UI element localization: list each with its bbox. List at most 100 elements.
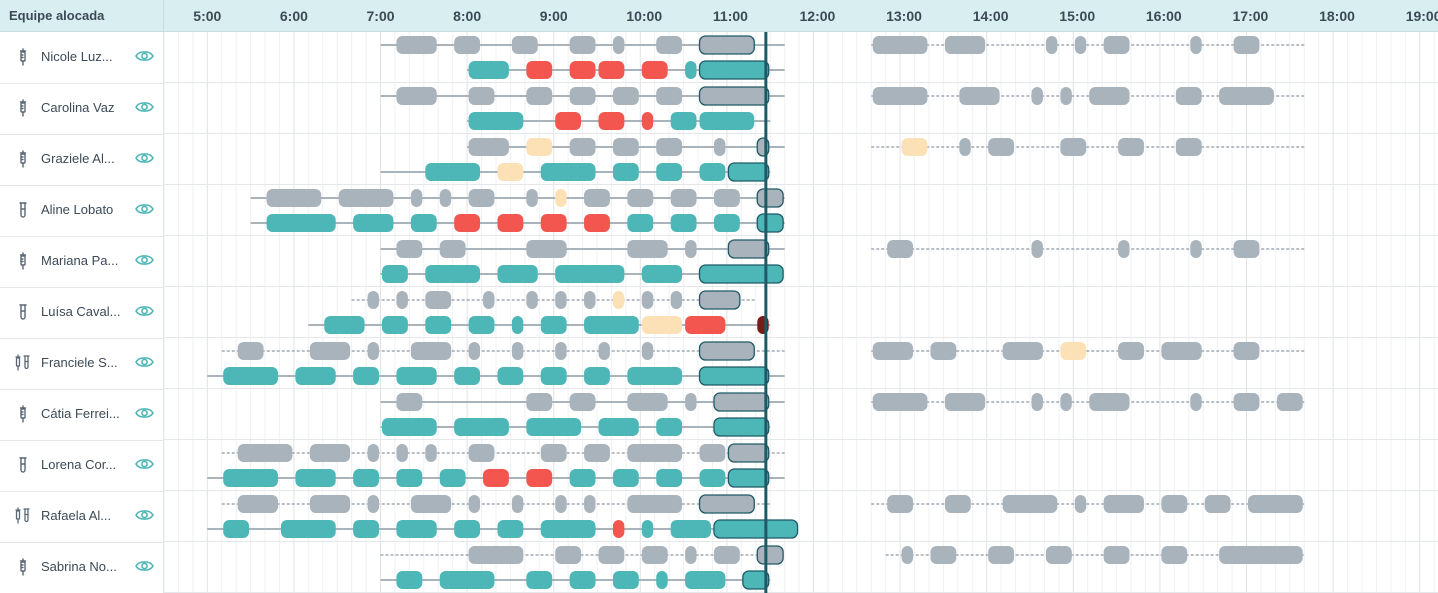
appointment-block xyxy=(872,342,914,360)
team-member-name: Luísa Caval... xyxy=(41,304,121,319)
appointment-block xyxy=(699,469,726,487)
single-syringe-icon xyxy=(13,47,33,67)
eye-icon[interactable] xyxy=(135,508,154,522)
team-member-row: Sabrina No... xyxy=(0,542,163,593)
appointment-block xyxy=(468,87,495,105)
team-member-row: Luísa Caval... xyxy=(0,287,163,339)
appointment-block xyxy=(382,418,437,436)
appointment-block xyxy=(1118,342,1144,360)
appointment-block xyxy=(497,520,524,538)
hour-label: 6:00 xyxy=(279,8,308,24)
appointment-block xyxy=(1161,495,1188,513)
appointment-block xyxy=(685,316,726,334)
appointment-block xyxy=(526,87,553,105)
single-syringe-icon xyxy=(13,98,33,118)
appointment-block xyxy=(223,520,250,538)
appointment-block xyxy=(1118,138,1144,156)
appointment-block xyxy=(641,265,683,283)
appointment-block xyxy=(569,87,596,105)
appointment-block xyxy=(685,393,697,411)
appointment-block xyxy=(612,36,625,54)
appointment-block xyxy=(1074,36,1087,54)
eye-icon[interactable] xyxy=(135,100,154,114)
appointment-block xyxy=(713,189,740,207)
single-syringe-icon xyxy=(13,251,33,271)
eye-icon[interactable] xyxy=(135,253,154,267)
appointment-block xyxy=(483,291,495,309)
appointment-block xyxy=(309,495,351,513)
appointment-block xyxy=(872,87,928,105)
appointment-block xyxy=(699,163,726,181)
appointment-block xyxy=(584,189,610,207)
appointment-block xyxy=(396,87,437,105)
hour-label: 17:00 xyxy=(1232,8,1269,24)
appointment-block xyxy=(382,265,408,283)
appointment-block xyxy=(656,469,683,487)
single-syringe-icon xyxy=(13,149,33,169)
appointment-block xyxy=(930,546,957,564)
appointment-block xyxy=(1060,342,1087,360)
hour-label: 18:00 xyxy=(1319,8,1355,24)
appointment-block xyxy=(382,316,408,334)
appointment-block xyxy=(497,265,538,283)
appointment-block xyxy=(872,393,928,411)
appointment-block xyxy=(367,444,379,462)
appointment-block xyxy=(425,444,437,462)
appointment-block xyxy=(353,367,379,385)
appointment-block xyxy=(425,163,481,181)
appointment-block xyxy=(526,393,553,411)
appointment-block xyxy=(483,469,509,487)
appointment-block xyxy=(584,316,639,334)
appointment-block xyxy=(656,163,683,181)
appointment-block xyxy=(1248,495,1303,513)
appointment-block xyxy=(569,138,596,156)
appointment-block xyxy=(887,495,914,513)
appointment-block xyxy=(713,546,740,564)
appointment-block xyxy=(656,87,683,105)
appointment-block xyxy=(944,393,986,411)
eye-icon[interactable] xyxy=(135,304,154,318)
appointment-block xyxy=(1190,393,1202,411)
appointment-block xyxy=(698,264,784,284)
appointment-block xyxy=(685,61,697,79)
appointment-block xyxy=(641,316,683,334)
appointment-block xyxy=(901,138,928,156)
appointment-block xyxy=(569,36,596,54)
appointment-block xyxy=(627,240,668,258)
appointment-block xyxy=(699,444,726,462)
appointment-block xyxy=(756,188,784,208)
team-member-row: Carolina Vaz xyxy=(0,83,163,135)
appointment-block xyxy=(511,342,524,360)
appointment-block xyxy=(1161,342,1202,360)
team-member-name: Graziele Al... xyxy=(41,151,115,166)
appointment-block xyxy=(526,291,538,309)
appointment-block xyxy=(627,495,683,513)
appointment-block xyxy=(756,213,784,233)
appointment-block xyxy=(468,342,481,360)
eye-icon[interactable] xyxy=(135,355,154,369)
appointment-block xyxy=(1219,87,1274,105)
eye-icon[interactable] xyxy=(135,49,154,63)
appointment-block xyxy=(540,520,596,538)
appointment-block xyxy=(598,61,625,79)
eye-icon[interactable] xyxy=(135,457,154,471)
appointment-block xyxy=(656,571,668,589)
appointment-block xyxy=(656,138,683,156)
appointment-block xyxy=(698,86,770,106)
eye-icon[interactable] xyxy=(135,406,154,420)
appointment-block xyxy=(1118,240,1130,258)
eye-icon[interactable] xyxy=(135,202,154,216)
tube-icon xyxy=(13,302,33,322)
eye-icon[interactable] xyxy=(135,559,154,573)
appointment-block xyxy=(266,189,322,207)
appointment-block xyxy=(425,316,452,334)
appointment-block xyxy=(439,571,495,589)
appointment-block xyxy=(468,138,509,156)
appointment-block xyxy=(727,443,770,463)
appointment-block xyxy=(396,36,437,54)
appointment-block xyxy=(698,60,770,80)
appointment-block xyxy=(454,367,481,385)
team-member-name: Nicole Luz... xyxy=(41,49,113,64)
eye-icon[interactable] xyxy=(135,151,154,165)
appointment-block xyxy=(540,316,567,334)
